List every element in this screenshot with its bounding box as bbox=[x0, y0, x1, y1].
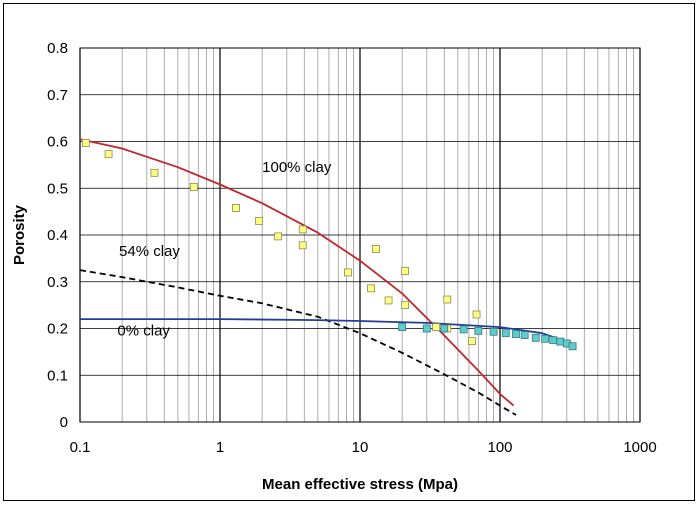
data-point-marker bbox=[468, 337, 476, 346]
x-tick-label: 1 bbox=[216, 439, 224, 456]
y-tick-label: 0.2 bbox=[47, 321, 68, 338]
series-line-0 bbox=[79, 138, 515, 407]
y-tick-label: 0 bbox=[60, 414, 68, 431]
data-point-marker bbox=[501, 329, 510, 338]
data-point-marker bbox=[372, 245, 380, 253]
data-point-marker bbox=[344, 268, 352, 277]
data-point-marker bbox=[274, 232, 282, 241]
curve-label: 54% clay bbox=[119, 243, 180, 260]
x-tick-label: 10 bbox=[352, 439, 369, 456]
y-tick-label: 0.4 bbox=[47, 227, 68, 244]
y-tick-label: 0.1 bbox=[47, 367, 68, 384]
x-tick-label: 1000 bbox=[623, 439, 656, 456]
data-point-marker bbox=[440, 324, 449, 333]
data-point-marker bbox=[568, 342, 577, 351]
data-point-marker bbox=[81, 139, 90, 147]
data-point-marker bbox=[541, 334, 550, 343]
x-tick-label: 0.1 bbox=[70, 439, 91, 456]
data-point-marker bbox=[489, 327, 498, 336]
data-point-marker bbox=[401, 267, 410, 275]
data-point-marker bbox=[401, 301, 410, 310]
y-tick-label: 0.5 bbox=[47, 180, 68, 197]
series-line-1 bbox=[79, 269, 517, 416]
data-point-marker bbox=[232, 203, 240, 212]
curve-label: 0% clay bbox=[117, 323, 170, 340]
data-point-marker bbox=[432, 323, 441, 331]
y-tick-label: 0.8 bbox=[47, 40, 68, 57]
data-point-marker bbox=[459, 325, 468, 334]
series-line-2 bbox=[80, 318, 577, 346]
data-point-marker bbox=[384, 296, 393, 305]
y-tick-label: 0.7 bbox=[47, 87, 68, 104]
data-point-marker bbox=[398, 323, 407, 331]
y-axis-title: Porosity bbox=[11, 204, 28, 265]
y-tick-label: 0.6 bbox=[47, 134, 68, 151]
data-point-marker bbox=[472, 310, 481, 319]
data-point-marker bbox=[556, 337, 565, 346]
annotations: 100% clay 54% clay 0% clay bbox=[117, 159, 331, 340]
data-point-marker bbox=[150, 168, 159, 177]
y-tick-label: 0.3 bbox=[47, 274, 68, 291]
data-point-marker bbox=[531, 333, 540, 342]
data-point-marker bbox=[104, 150, 113, 159]
plot-area bbox=[79, 47, 641, 423]
data-point-marker bbox=[443, 295, 452, 304]
series-layer bbox=[79, 138, 577, 416]
x-axis-title: Mean effective stress (Mpa) bbox=[262, 476, 458, 493]
data-point-marker bbox=[549, 336, 558, 345]
x-tick-label: 100 bbox=[487, 439, 512, 456]
data-point-marker bbox=[367, 284, 375, 293]
data-point-marker bbox=[474, 326, 483, 335]
data-point-marker bbox=[512, 330, 520, 339]
data-point-marker bbox=[189, 182, 198, 191]
curve-label: 100% clay bbox=[262, 159, 332, 176]
chart-frame bbox=[3, 3, 695, 501]
data-point-marker bbox=[298, 225, 307, 234]
data-point-marker bbox=[298, 241, 307, 250]
data-point-marker bbox=[422, 324, 431, 333]
data-point-marker bbox=[255, 217, 263, 225]
data-point-marker bbox=[520, 331, 529, 339]
